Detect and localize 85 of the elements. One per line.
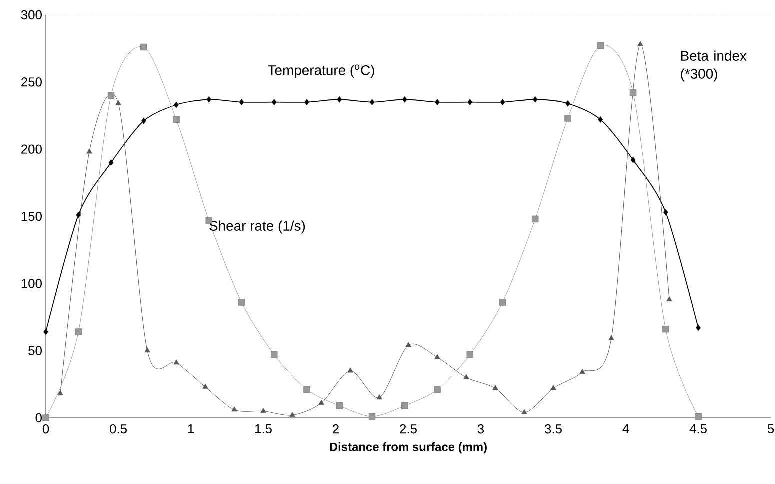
point <box>468 98 473 106</box>
point <box>564 115 572 122</box>
point <box>532 96 538 103</box>
x-tick-label: 0.5 <box>110 424 127 434</box>
y-tick-label: 250 <box>22 78 42 87</box>
point <box>174 360 180 365</box>
point <box>271 352 278 358</box>
point <box>370 98 375 106</box>
point <box>174 102 180 108</box>
y-tick-label: 50 <box>28 346 42 356</box>
point <box>638 41 644 46</box>
x-axis-title: Distance from surface (mm) <box>330 442 487 454</box>
y-tick-label: 300 <box>21 10 42 20</box>
point <box>141 118 146 124</box>
point <box>598 116 604 124</box>
y-tick-label: 150 <box>22 212 42 222</box>
point <box>565 100 571 107</box>
point <box>238 299 246 306</box>
point <box>663 209 668 216</box>
x-tick-label: 5 <box>768 424 774 434</box>
point <box>318 400 324 405</box>
y-tick-label: 0 <box>36 413 42 423</box>
point <box>232 406 238 412</box>
point <box>550 385 556 390</box>
x-tick-label: 4 <box>622 424 630 434</box>
point <box>368 413 376 420</box>
point <box>75 328 82 336</box>
point <box>434 386 441 394</box>
point <box>500 98 506 106</box>
point <box>402 402 408 410</box>
point <box>630 156 636 164</box>
point <box>522 409 528 414</box>
y-tick-label: 100 <box>22 279 42 288</box>
x-tick-label: 1.5 <box>255 424 272 434</box>
point <box>464 374 470 380</box>
point <box>532 216 539 223</box>
x-tick-label: 3.5 <box>545 424 562 434</box>
point <box>304 98 310 106</box>
x-tick-label: 2.5 <box>400 424 417 434</box>
x-tick-label: 2 <box>333 424 339 434</box>
point <box>86 148 92 154</box>
point <box>116 100 122 106</box>
point <box>695 413 702 420</box>
point <box>348 368 354 373</box>
x-tick-label: 0 <box>42 424 50 434</box>
point <box>108 159 114 166</box>
x-tick-label: 1 <box>188 424 194 434</box>
point <box>108 92 115 99</box>
point <box>434 98 440 106</box>
point <box>580 368 586 374</box>
series-label: Temperature ($^{o}$C) <box>268 64 374 78</box>
point <box>272 98 277 106</box>
point <box>434 354 440 360</box>
point <box>260 408 266 414</box>
point <box>206 96 212 103</box>
point <box>304 386 310 394</box>
series-label: Shear rate (1/s) <box>210 220 306 234</box>
point <box>239 98 244 106</box>
point <box>43 328 49 336</box>
point <box>58 390 64 396</box>
point <box>402 96 408 103</box>
x-tick-label: 3 <box>478 424 484 434</box>
point <box>144 347 150 353</box>
point <box>76 212 82 218</box>
point <box>630 90 637 96</box>
point <box>499 299 506 306</box>
point <box>290 412 296 418</box>
point <box>173 116 180 124</box>
point <box>608 335 614 340</box>
text: Beta index (*300) <box>681 50 747 82</box>
point <box>466 352 474 358</box>
point <box>42 414 50 422</box>
point <box>336 402 343 410</box>
point <box>376 394 382 400</box>
point <box>666 296 672 302</box>
x-tick-label: 4.5 <box>690 424 707 434</box>
point <box>337 96 342 103</box>
point <box>597 42 604 50</box>
point <box>662 326 670 333</box>
point <box>202 384 208 389</box>
point <box>140 44 148 51</box>
point <box>696 324 702 332</box>
point <box>406 342 412 348</box>
y-tick-label: 200 <box>22 144 42 154</box>
point <box>492 385 498 390</box>
